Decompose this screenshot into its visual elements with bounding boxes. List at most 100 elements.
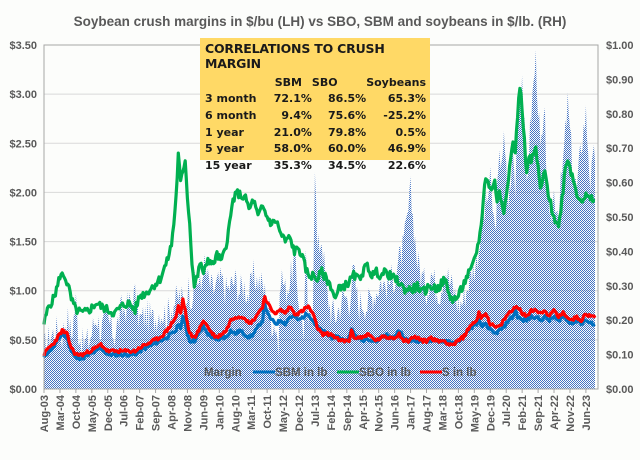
x-tick-label: Jul-20 [501, 395, 513, 427]
x-tick-label: Aug-03 [39, 395, 51, 432]
header-soybeans: Soybeans [366, 75, 426, 89]
chart-title: Soybean crush margins in $/bu (LH) vs SB… [73, 14, 567, 29]
right-axis-tick-label: $0.60 [606, 178, 634, 190]
sbo-value: 86.5% [328, 92, 367, 106]
period-label: 3 month [205, 92, 257, 106]
right-axis-tick-label: $0.90 [606, 74, 634, 86]
x-tick-label: Sep-07 [151, 395, 163, 431]
left-axis-tick-label: $1.00 [9, 286, 37, 298]
x-tick-label: Dec-12 [294, 395, 306, 431]
right-axis-tick-label: $0.30 [606, 281, 634, 293]
right-axis: $0.00 $0.10 $0.20 $0.30 $0.40 $0.50 $0.60 $0.70… [606, 40, 634, 396]
legend: Margin SBM in lb SBO in lb S in lb [204, 367, 477, 379]
right-axis-tick-label: $0.40 [606, 246, 634, 258]
legend-label: SBM in lb [275, 367, 327, 379]
sbo-value: 75.6% [328, 108, 367, 122]
soybeans-value: 22.6% [387, 158, 426, 172]
x-tick-label: Apr-15 [358, 395, 370, 430]
x-tick-label: Nov-15 [374, 395, 386, 432]
period-label: 5 year [205, 142, 244, 156]
period-label: 6 month [205, 108, 257, 122]
x-tick-label: Jul-06 [119, 395, 131, 427]
sbm-value: 72.1% [273, 92, 312, 106]
x-tick-label: Aug-10 [230, 395, 242, 432]
correlation-row: 5 year 58.0% 60.0% 46.9% [205, 140, 426, 157]
legend-label: SBO in lb [359, 367, 411, 379]
x-tick-label: Sep-14 [342, 394, 354, 431]
x-tick-label: Oct-04 [71, 394, 83, 429]
period-label: 15 year [205, 158, 252, 172]
s-in-lb-line [42, 295, 597, 358]
soybeans-value: 46.9% [387, 142, 426, 156]
right-axis-tick-label: $0.80 [606, 109, 634, 121]
right-axis-tick-label: $0.20 [606, 315, 634, 327]
sbo-value: 60.0% [328, 142, 367, 156]
x-tick-label: Apr-22 [549, 395, 561, 430]
right-axis-tick-label: $0.70 [606, 143, 634, 155]
right-axis-tick-label: $0.10 [606, 350, 634, 362]
x-tick-label: Feb-14 [326, 394, 338, 430]
header-sbm: SBM [274, 75, 303, 89]
sbm-value: 58.0% [273, 142, 312, 156]
x-tick-label: Jun-23 [581, 395, 593, 430]
sbm-value: 21.0% [273, 125, 312, 139]
left-axis-tick-label: $3.00 [9, 89, 37, 101]
x-tick-label: Apr-08 [167, 395, 179, 430]
correlation-row: 15 year 35.3% 34.5% 22.6% [205, 157, 426, 174]
x-tick-label: May-05 [87, 395, 99, 432]
left-axis-tick-label: $2.50 [9, 138, 37, 150]
header-sbo: SBO [311, 75, 338, 89]
correlation-grid: SBM SBO Soybeans 3 month 72.1% 86.5% 65.… [205, 74, 426, 174]
sbm-value: 9.4% [281, 108, 312, 122]
x-tick-label: Feb-07 [135, 395, 147, 430]
legend-label: S in lb [442, 367, 477, 379]
left-axis-tick-label: $2.00 [9, 187, 37, 199]
x-tick-label: May-19 [469, 395, 481, 432]
x-axis: Aug-03 Mar-04 Oct-04 May-05 Dec-05 Jul-06 Feb-… [39, 389, 593, 432]
x-tick-label: Nov-08 [182, 395, 194, 432]
x-tick-label: Dec-19 [485, 395, 497, 431]
soybeans-value: -25.2% [383, 108, 426, 122]
correlation-header-row: SBM SBO Soybeans [205, 74, 426, 91]
left-axis-tick-label: $3.50 [9, 40, 37, 52]
left-axis-tick-label: $0.50 [9, 335, 37, 347]
x-tick-label: Mar-04 [55, 394, 67, 430]
sbo-value: 79.8% [328, 125, 367, 139]
left-axis-tick-label: $1.50 [9, 237, 37, 249]
soybeans-value: 0.5% [395, 125, 426, 139]
header-blank [205, 74, 265, 91]
x-tick-label: Oct-18 [453, 395, 465, 429]
correlation-row: 1 year 21.0% 79.8% 0.5% [205, 124, 426, 141]
right-axis-tick-label: $0.50 [606, 212, 634, 224]
left-axis: $0.00 $0.50 $1.00 $1.50 $2.00 $2.50 $3.00 $3.50 [9, 40, 37, 396]
right-axis-tick-label: $0.00 [606, 384, 634, 396]
x-tick-label: Mar-11 [246, 395, 258, 430]
x-tick-label: Feb-21 [517, 395, 529, 430]
line-series [42, 86, 597, 362]
x-tick-label: Sep-21 [533, 395, 545, 431]
right-axis-tick-label: $1.00 [606, 40, 634, 52]
x-tick-label: Jun-09 [198, 395, 210, 430]
legend-label: Margin [204, 367, 242, 379]
x-tick-label: Dec-05 [103, 395, 115, 431]
x-tick-label: Aug-17 [422, 395, 434, 432]
soybeans-value: 65.3% [387, 92, 426, 106]
x-tick-label: Jan-10 [214, 395, 226, 430]
sbm-value: 35.3% [273, 158, 312, 172]
sbo-in-lb-line [42, 86, 596, 325]
correlation-row: 3 month 72.1% 86.5% 65.3% [205, 91, 426, 108]
sbo-value: 34.5% [328, 158, 367, 172]
period-label: 1 year [205, 125, 244, 139]
correlation-table-title: CORRELATIONS TO CRUSH MARGIN [205, 41, 385, 71]
correlation-table: CORRELATIONS TO CRUSH MARGIN SBM SBO Soy… [200, 38, 430, 172]
x-tick-label: Jan-17 [406, 395, 418, 430]
x-tick-label: May-12 [278, 395, 290, 432]
x-tick-label: Oct-11 [262, 395, 274, 429]
left-axis-tick-label: $0.00 [9, 384, 37, 396]
correlation-row: 6 month 9.4% 75.6% -25.2% [205, 107, 426, 124]
x-tick-label: Jun-16 [390, 395, 402, 430]
x-tick-label: Jul-13 [310, 395, 322, 427]
x-tick-label: Nov-22 [565, 395, 577, 432]
x-tick-label: Mar-18 [437, 395, 449, 430]
